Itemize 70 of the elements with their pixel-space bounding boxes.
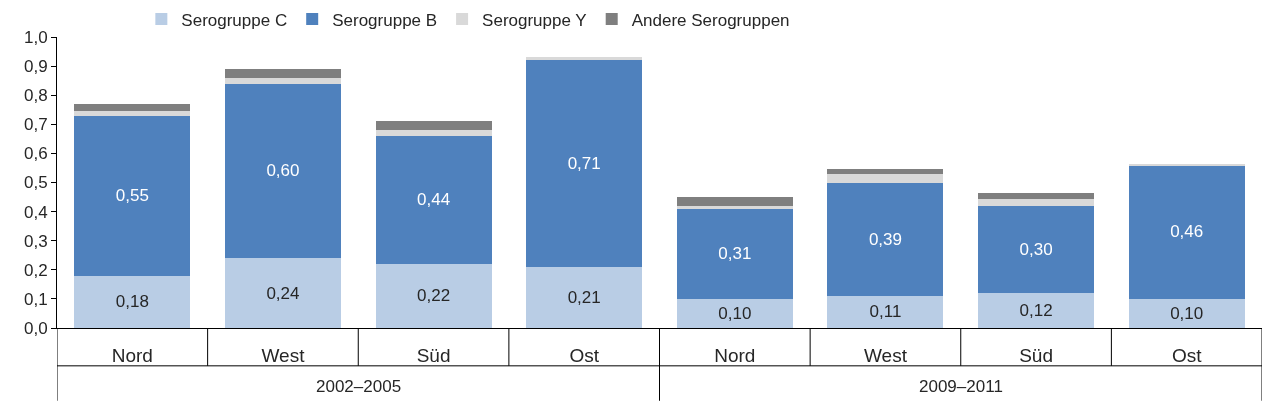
bar [74, 111, 191, 116]
data-label: 0,21 [567, 287, 601, 307]
data-label: 0,55 [115, 186, 149, 206]
bar [375, 263, 492, 328]
bar [375, 130, 492, 136]
bar [676, 197, 793, 206]
legend-label: Serogruppe Y [482, 10, 587, 30]
y-tick-label: 0,8 [23, 86, 48, 106]
text: 2002–2005 [316, 377, 402, 396]
y-tick-label: 0,1 [23, 289, 48, 309]
x-tick-label: West [261, 344, 306, 366]
data-label: 0,46 [1170, 222, 1204, 242]
bar [676, 208, 793, 299]
x-tick-label: Ost [569, 344, 600, 366]
data-label: 0,11 [869, 302, 902, 322]
data-label: 0,18 [115, 292, 149, 312]
x-tick-label: Süd [1019, 344, 1053, 366]
data-label: 0,60 [266, 161, 300, 181]
data-label: 0,71 [567, 154, 601, 174]
y-tick-label: 0,3 [23, 231, 48, 251]
y-tick-label: 0,9 [23, 57, 48, 77]
bar [978, 198, 1095, 206]
data-label: 0,24 [266, 283, 300, 303]
bar [1128, 298, 1245, 328]
data-label: 0,22 [417, 286, 451, 306]
data-label: 0,31 [718, 244, 752, 264]
bar [224, 83, 341, 259]
bar [676, 298, 793, 328]
bar [375, 135, 492, 264]
data-label: 0,10 [718, 303, 752, 323]
y-tick-label: 0,5 [23, 173, 48, 193]
bar [375, 121, 492, 131]
bar [827, 169, 944, 174]
x-tick-label: Ost [1171, 344, 1203, 366]
data-label: 0,30 [1019, 239, 1053, 259]
data-label: 0,39 [868, 229, 902, 249]
bar [526, 266, 643, 328]
bar [1128, 165, 1245, 299]
bar [676, 205, 793, 209]
bar [224, 69, 341, 78]
bar [224, 258, 341, 328]
legend-label: Andere Serogruppen [631, 10, 790, 30]
bar [978, 293, 1095, 328]
bar [978, 205, 1095, 294]
data-label: 0,44 [417, 190, 451, 210]
y-tick-label: 0,6 [23, 144, 48, 164]
bar [74, 103, 191, 112]
bar [827, 295, 944, 328]
bar [978, 192, 1095, 199]
legend-label: Serogruppe C [181, 10, 288, 30]
x-tick-label: Nord [111, 344, 153, 366]
y-tick-label: 1,0 [23, 27, 48, 47]
bar [526, 60, 643, 267]
y-tick-label: 0,7 [23, 115, 48, 135]
text: 2009–2011 [919, 377, 1003, 396]
y-tick-label: 0,0 [23, 318, 48, 338]
data-label: 0,12 [1019, 301, 1053, 321]
data-label: 0,10 [1170, 303, 1204, 323]
bar [827, 173, 944, 183]
x-tick-label: West [863, 344, 908, 366]
x-tick-label: Nord [714, 344, 756, 366]
x-tick-label: Süd [416, 344, 451, 366]
y-tick-label: 0,2 [23, 260, 48, 280]
bar [74, 275, 191, 328]
bar [526, 57, 643, 61]
bar [74, 115, 191, 276]
bar [827, 182, 944, 296]
y-tick-label: 0,4 [23, 202, 48, 222]
bar [224, 77, 341, 84]
legend-label: Serogruppe B [332, 10, 438, 30]
